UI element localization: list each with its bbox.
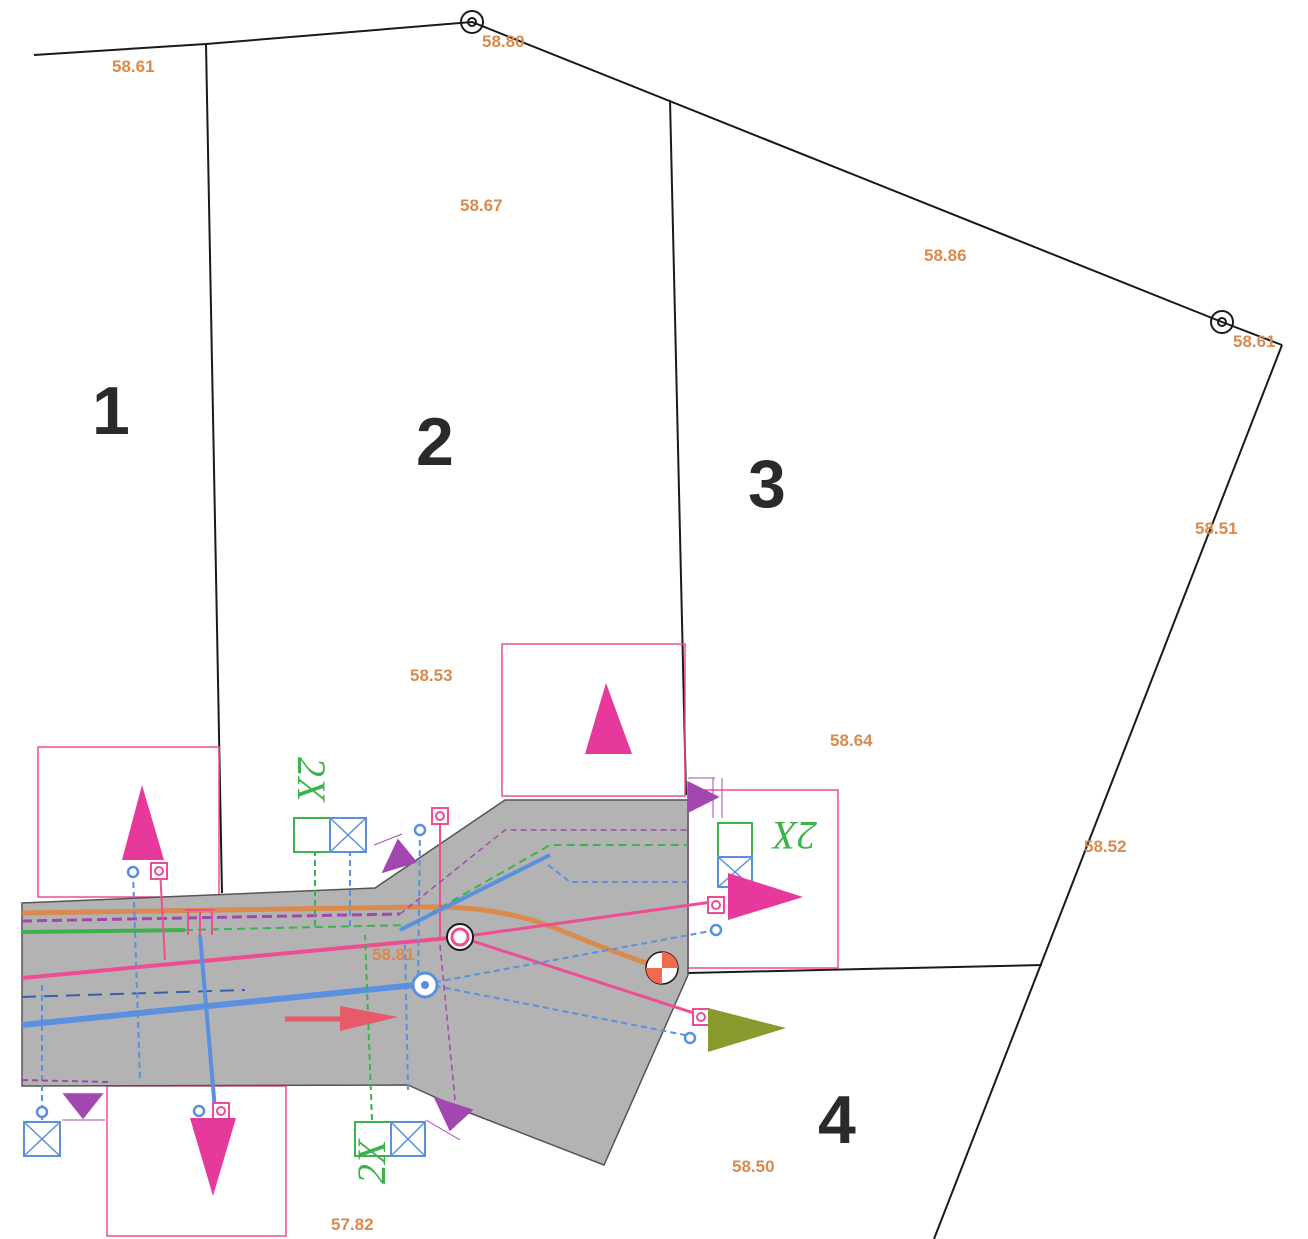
drainage-branch-dashed [399,829,688,915]
water-valve-icon [707,896,725,914]
spot-height: 58.50 [732,1157,775,1176]
electric-line [21,928,186,934]
water-valve-icons [150,807,725,1120]
spot-height: 58.81 [372,945,415,964]
sewer-connection-icons [35,823,723,1119]
water-valve-icon [212,1102,230,1120]
drainage-lateral-south [21,1079,109,1083]
spot-height: 58.61 [112,57,155,76]
lot-number: 3 [748,446,786,522]
utility-lines [21,820,717,1121]
electric-branch-dashed [184,844,688,931]
lot-number: 2 [416,404,454,480]
access-arrow-east-icon [728,873,803,920]
survey-station-icon [460,10,484,34]
lot-3-driveway-north [501,643,686,797]
water-manhole-icon [446,923,474,951]
access-arrows [122,683,803,1196]
lot-1-driveway [37,746,220,898]
water-valve-icon [431,807,449,825]
drain-direction-markers [62,777,723,1141]
drain-marker-icon [62,1093,104,1120]
spot-height: 58.80 [482,32,525,51]
plot-boundaries [33,20,1283,1239]
drain-marker-icon [433,1096,474,1132]
water-valve-icon [150,862,168,880]
lot-number: 1 [92,373,130,449]
service-box-group-south [354,1121,426,1157]
sewer-connection-icon [35,1105,49,1119]
water-branch-east [459,900,713,939]
electric-meter-box [354,1121,392,1157]
spot-height: 58.61 [1233,332,1276,351]
water-branch-southeast [459,935,701,1017]
sewer-connection-icon [192,1104,206,1118]
spot-height: 58.53 [410,666,453,685]
road-surface [21,799,689,1166]
connection-label: 2X [349,1138,394,1184]
gas-line [21,904,663,971]
east-boundary-line [933,344,1283,1239]
access-arrow-north-icon [122,785,164,860]
sewer-connection-icon [413,823,427,837]
outfall-arrow-icon [708,1008,786,1052]
sewer-inspection-box [329,817,367,853]
sewer-connection-icon [126,865,140,879]
lot-2-3-divider [669,99,687,796]
sewer-spur-north [417,829,421,986]
sewer-main [21,981,426,1028]
service-box-group-north [293,817,367,853]
access-arrow-north-icon [585,683,632,754]
lot-3-4-divider [687,964,1043,974]
sewer-manhole-icon [411,971,439,999]
lot-number: 4 [818,1082,856,1158]
sewer-spur-south [198,934,217,1111]
spot-height: 58.86 [924,246,967,265]
sewer-branch-north [399,853,551,932]
sewer-inspection-box [390,1121,426,1157]
sewer-spur-lot-1 [132,871,141,1081]
drainage-spur-south [439,944,456,1101]
connection-label: 2X [771,813,817,858]
access-arrow-south-icon [190,1118,236,1196]
sewer-lateral-southeast [424,983,691,1037]
north-boundary-line [33,20,1283,346]
spot-height: 58.51 [1195,519,1238,538]
sewer-connection-icon [683,1031,697,1045]
drain-marker-icon [687,780,720,814]
sewer-connection-icon [709,923,723,937]
spot-height: 58.64 [830,731,873,750]
water-valve-icon [692,1008,710,1026]
meter-ticks [185,909,215,935]
drain-spur-south [404,944,409,1091]
water-main [21,935,461,980]
connection-label: 2X [289,757,334,803]
electric-meter-box [293,817,331,853]
sewer-inspection-box [23,1121,61,1157]
electric-spur-south [364,934,373,1121]
sewer-lateral-dashed [21,989,246,998]
hydrant-icon [645,951,679,985]
spot-height: 57.82 [331,1215,374,1234]
water-spur-lot-1 [159,869,166,961]
survey-station-icon [1210,310,1234,334]
spot-height: 58.67 [460,196,503,215]
traffic-direction-arrow-icon [285,1006,398,1031]
drain-marker-icon [381,838,418,874]
spot-height: 58.52 [1084,837,1127,856]
electric-meter-box [717,822,753,858]
